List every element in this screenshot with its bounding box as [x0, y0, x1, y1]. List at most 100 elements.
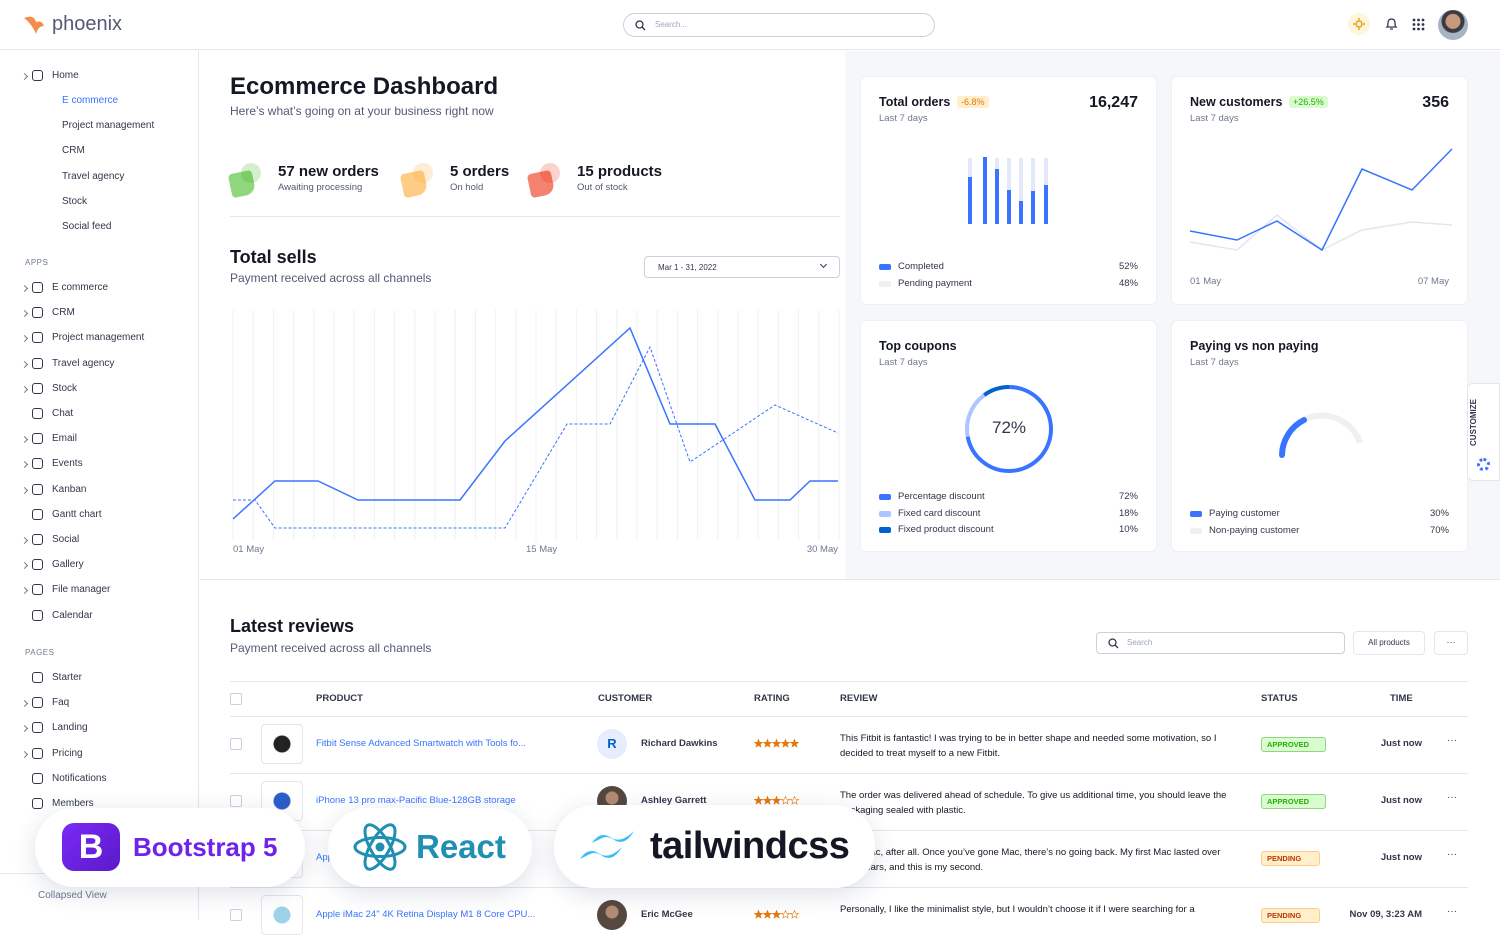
column-header: REVIEW — [840, 693, 878, 704]
bars-chart — [968, 157, 1048, 224]
apps-menu[interactable] — [1412, 18, 1425, 31]
time: Just now — [1380, 738, 1422, 749]
nav-item[interactable]: Kanban — [52, 483, 87, 495]
card-value: 16,247 — [1089, 94, 1138, 111]
checkbox[interactable] — [230, 693, 242, 705]
nav-item[interactable]: Collapsed View — [38, 890, 107, 901]
nav-item[interactable]: File manager — [52, 584, 111, 596]
nav-icon — [32, 534, 43, 545]
nav-icon — [32, 408, 43, 419]
legend-value: 30% — [1429, 508, 1449, 519]
theme-toggle[interactable] — [1348, 13, 1370, 35]
nav-icon — [32, 483, 43, 495]
nav-item[interactable]: Stock — [52, 382, 78, 394]
nav-item[interactable]: Chat — [52, 408, 74, 419]
card-title: New customers — [1190, 95, 1283, 109]
nav-item[interactable]: E commerce — [62, 95, 119, 106]
card-value: 356 — [1422, 94, 1449, 111]
orbit — [353, 836, 407, 858]
nav-item[interactable]: E commerce — [52, 282, 109, 293]
caret — [20, 310, 29, 318]
row-more-btn[interactable]: ··· — [1447, 906, 1457, 917]
row-more-btn[interactable]: ··· — [1447, 792, 1457, 803]
nav-item[interactable]: Calendar — [52, 609, 93, 621]
legend-name: Fixed product discount — [898, 524, 994, 535]
caret — [20, 284, 29, 293]
nav-item[interactable]: Starter — [52, 672, 83, 683]
nav-item[interactable]: Project management — [62, 120, 155, 132]
donut — [965, 385, 1053, 473]
card-top-coupons: Top coupons Last 7 days 72% Percentage d… — [860, 320, 1157, 552]
nav-item[interactable]: Landing — [52, 722, 88, 734]
filter-button[interactable]: All products — [1353, 631, 1425, 655]
stat-label: Awaiting processing — [278, 182, 363, 193]
nav-item[interactable]: Faq — [52, 697, 70, 709]
x-label: 07 May — [1417, 276, 1449, 287]
star — [754, 739, 764, 748]
series-line — [232, 326, 838, 520]
nav-icon — [32, 282, 43, 293]
column-header: PRODUCT — [316, 693, 363, 704]
nav-icon — [32, 559, 43, 571]
nav-item[interactable]: Social feed — [62, 221, 112, 232]
legend-value: 72% — [1118, 491, 1138, 502]
date-picker[interactable]: Mar 1 - 31, 2022 — [644, 256, 840, 278]
row-more-btn[interactable]: ··· — [1447, 849, 1457, 860]
status-badge: PENDING — [1261, 851, 1321, 866]
product-name: Apple iMac 24" 4K Retina Display M1 8 Co… — [316, 909, 536, 920]
caret — [20, 587, 29, 595]
nav-icon — [32, 772, 43, 784]
legend-name: Fixed card discount — [898, 507, 981, 519]
nav-icon — [32, 357, 43, 369]
react-logo — [353, 823, 407, 871]
nav-item[interactable]: CRM — [62, 145, 85, 157]
avatar[interactable] — [1438, 10, 1468, 40]
legend-name: Percentage discount — [898, 491, 985, 502]
divider — [200, 579, 1500, 580]
checkbox[interactable] — [230, 738, 242, 750]
nav-item[interactable]: Project management — [52, 332, 145, 344]
column-header: CUSTOMER — [598, 693, 653, 704]
nav-item[interactable]: Events — [52, 458, 83, 470]
section-label: APPS — [25, 258, 49, 267]
nav-item[interactable]: Notifications — [52, 772, 107, 784]
review-search[interactable]: Search — [1096, 632, 1345, 654]
notifications[interactable] — [1385, 17, 1398, 31]
nav-item[interactable]: Gallery — [52, 559, 84, 571]
star — [771, 910, 782, 919]
nav-item[interactable]: Social — [52, 534, 80, 545]
stat-label: On hold — [450, 182, 484, 193]
stat-icon — [540, 163, 560, 183]
row-more-btn[interactable]: ··· — [1447, 735, 1457, 746]
caret — [20, 385, 29, 393]
legend-swatch — [879, 264, 891, 270]
x-label: 01 May — [233, 544, 265, 555]
more-button[interactable]: ··· — [1434, 631, 1468, 655]
nav-item[interactable]: Members — [52, 798, 94, 809]
nav-item[interactable]: Stock — [62, 195, 88, 207]
nav-item[interactable]: CRM — [52, 307, 75, 319]
nav-item[interactable]: Travel agency — [52, 357, 115, 369]
customize-tab[interactable]: CUSTOMIZE — [1467, 383, 1500, 481]
caret — [20, 436, 29, 444]
checkbox[interactable] — [230, 795, 242, 807]
nav-icon — [32, 798, 43, 809]
checkbox[interactable] — [230, 909, 242, 921]
star — [789, 796, 800, 805]
donut-center: 72% — [991, 418, 1027, 437]
wave — [580, 847, 622, 859]
change-badge: -6.8% — [957, 96, 989, 108]
wave — [592, 831, 634, 843]
star — [780, 796, 791, 805]
tech-badge: B Bootstrap 5 — [35, 808, 305, 887]
caret — [20, 360, 29, 368]
search[interactable]: Search... — [623, 13, 935, 37]
nav-item[interactable]: Gantt chart — [52, 508, 102, 520]
card-total-orders: Total orders -6.8% Last 7 days 16,247 Co… — [860, 76, 1157, 305]
column-header: RATING — [754, 693, 790, 704]
nav-item[interactable]: Pricing — [52, 747, 83, 759]
card-new-customers: New customers +26.5% Last 7 days 356 01 … — [1171, 76, 1468, 305]
nav-item[interactable]: Home — [52, 70, 79, 81]
nav-item[interactable]: Travel agency — [62, 170, 125, 182]
nav-item[interactable]: Email — [52, 433, 78, 445]
